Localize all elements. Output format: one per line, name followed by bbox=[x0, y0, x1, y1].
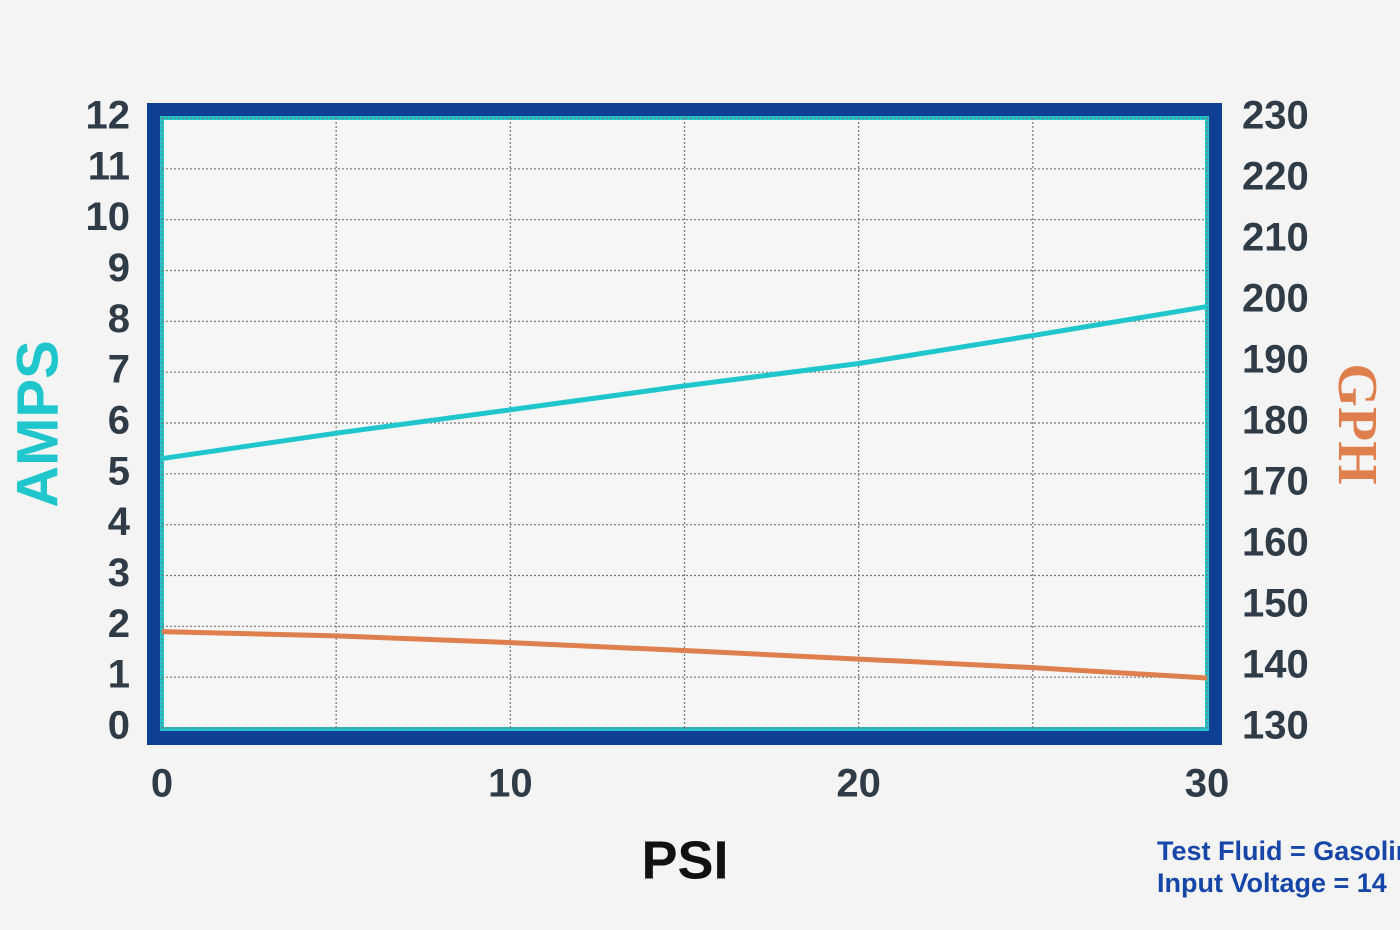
x-tick-label: 30 bbox=[1185, 762, 1230, 806]
y2-tick-label: 210 bbox=[1242, 216, 1309, 260]
y-tick-label: 1 bbox=[108, 653, 130, 697]
y-tick-label: 4 bbox=[108, 500, 131, 544]
y-tick-label: 9 bbox=[108, 246, 130, 290]
y2-tick-label: 230 bbox=[1242, 94, 1309, 138]
y-tick-label: 10 bbox=[86, 195, 131, 239]
y2-tick-label: 140 bbox=[1242, 643, 1309, 687]
data-line bbox=[161, 629, 1208, 681]
y-tick-label: 7 bbox=[108, 348, 130, 392]
y-tick-label: 3 bbox=[108, 551, 130, 595]
annotation: Input Voltage = 14 bbox=[1157, 868, 1387, 898]
y-tick-label: 5 bbox=[108, 449, 130, 493]
y-tick-label: 2 bbox=[108, 602, 130, 646]
x-tick-label: 0 bbox=[151, 762, 173, 806]
y2-tick-label: 220 bbox=[1242, 155, 1309, 199]
y-axis-label: AMPS bbox=[5, 340, 70, 508]
x-axis-label: PSI bbox=[641, 830, 728, 890]
y2-tick-label: 180 bbox=[1242, 399, 1309, 443]
y-tick-label: 8 bbox=[108, 297, 130, 341]
y2-tick-label: 130 bbox=[1242, 704, 1309, 748]
x-tick-label: 10 bbox=[488, 762, 533, 806]
y2-tick-label: 150 bbox=[1242, 582, 1309, 626]
y-tick-label: 0 bbox=[108, 704, 130, 748]
y2-axis-label: GPH bbox=[1326, 363, 1388, 484]
y-tick-label: 12 bbox=[86, 94, 131, 138]
y-tick-label: 6 bbox=[108, 399, 130, 443]
data-line bbox=[161, 304, 1208, 462]
y2-tick-label: 200 bbox=[1242, 277, 1309, 321]
y2-tick-label: 190 bbox=[1242, 338, 1309, 382]
y2-tick-label: 170 bbox=[1242, 460, 1309, 504]
annotation: Test Fluid = Gasoline bbox=[1157, 836, 1400, 866]
y-tick-label: 11 bbox=[88, 144, 130, 188]
x-tick-label: 20 bbox=[836, 762, 881, 806]
y2-tick-label: 160 bbox=[1242, 521, 1309, 565]
